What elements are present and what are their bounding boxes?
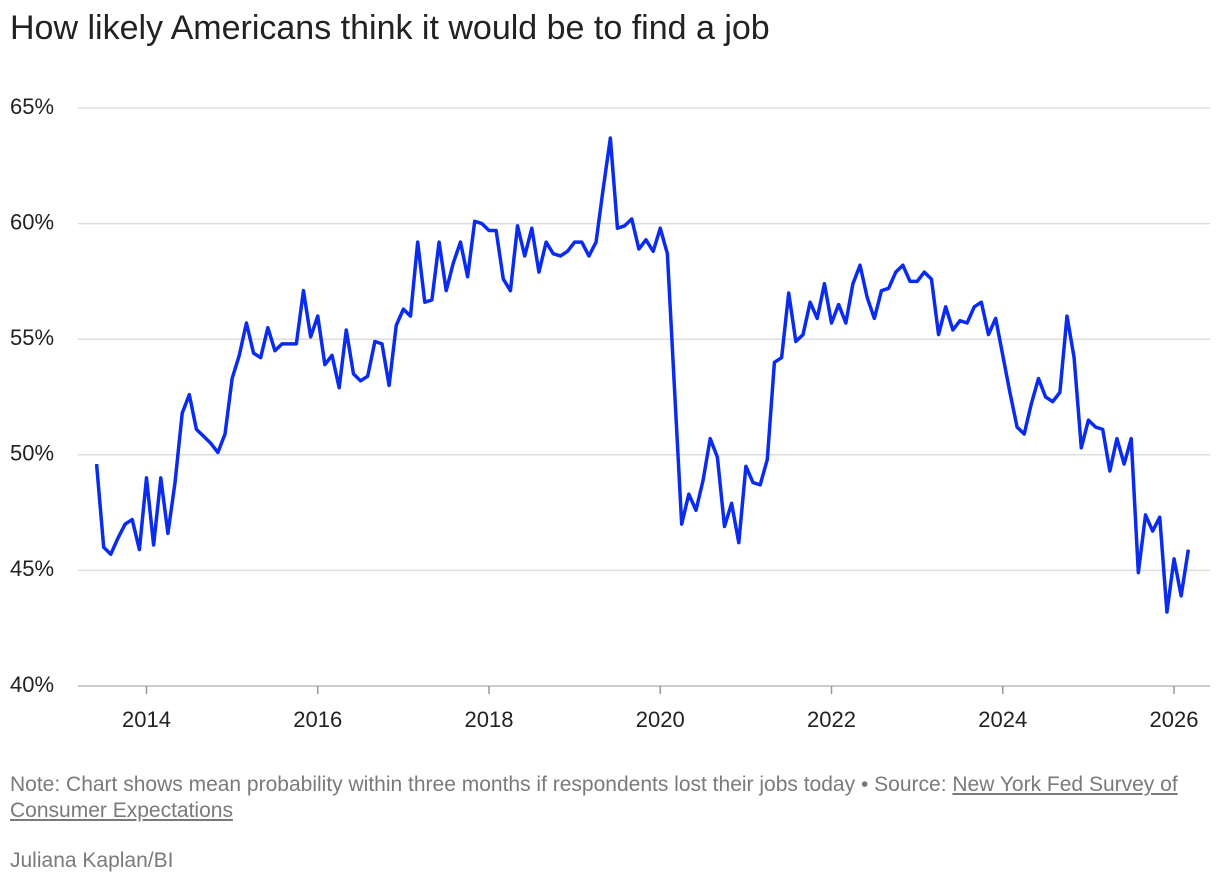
x-tick-label: 2022 xyxy=(807,707,856,732)
source-link[interactable]: New York Fed Survey of Consumer Expectat… xyxy=(10,773,1178,822)
chart-title: How likely Americans think it would be t… xyxy=(10,9,770,47)
x-tick-label: 2016 xyxy=(293,707,342,732)
y-tick-label: 55% xyxy=(10,325,54,350)
note: Note: Chart shows mean probability withi… xyxy=(10,772,1210,824)
y-tick-label: 40% xyxy=(10,672,54,697)
x-tick-label: 2014 xyxy=(122,707,171,732)
y-tick-label: 45% xyxy=(10,556,54,581)
separator: • xyxy=(860,773,869,796)
note-text: Note: Chart shows mean probability withi… xyxy=(10,773,856,796)
x-tick-label: 2026 xyxy=(1150,707,1199,732)
x-tick-label: 2018 xyxy=(465,707,514,732)
y-tick-label: 50% xyxy=(10,441,54,466)
credit: Juliana Kaplan/BI xyxy=(10,849,174,872)
chart: How likely Americans think it would be t… xyxy=(10,9,1210,732)
x-tick-label: 2020 xyxy=(636,707,685,732)
data-line xyxy=(94,136,1191,614)
y-tick-label: 60% xyxy=(10,209,54,234)
x-tick-label: 2024 xyxy=(978,707,1027,732)
y-tick-label: 65% xyxy=(10,94,54,119)
source-label: Source: xyxy=(874,773,947,796)
